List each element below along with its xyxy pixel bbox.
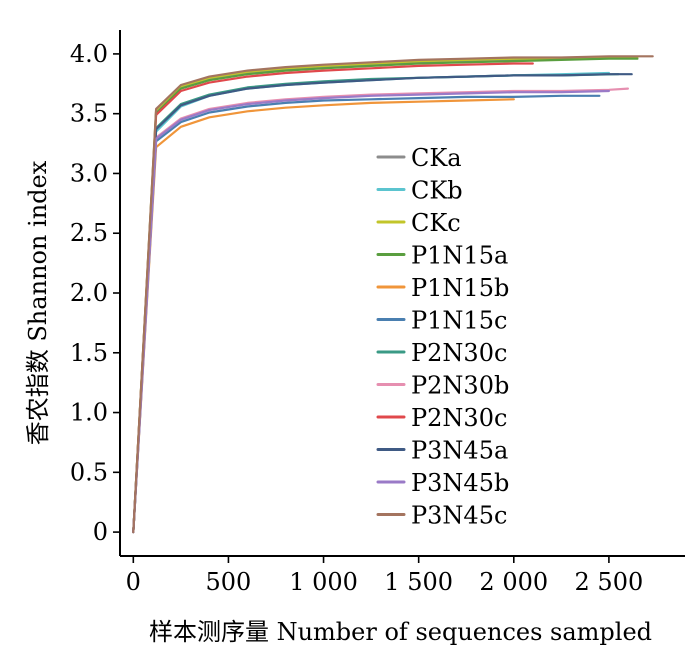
- legend-label: P1N15c: [411, 307, 507, 335]
- legend-label: CKc: [411, 209, 461, 237]
- legend-label: P2N30c: [411, 339, 507, 367]
- legend-label: P1N15b: [411, 274, 509, 302]
- series-line-ckc: [132, 56, 639, 534]
- y-tick-label: 0: [93, 518, 108, 546]
- axes: 0 0.5 1.0 1.5 2.0 2.5 3.0 3.5 4.0 0 500 1 000 1 500 2…: [70, 30, 685, 596]
- legend-label: CKb: [411, 177, 463, 205]
- series-line-p2n30b: [132, 87, 629, 534]
- y-tick-label: 0.5: [70, 458, 108, 486]
- legend-label: P2N30b: [411, 372, 509, 400]
- x-tick-label: 500: [206, 568, 252, 596]
- y-tick-label: 2.0: [70, 279, 108, 307]
- legend-label: P3N45a: [411, 437, 508, 465]
- legend-label: P1N15a: [411, 242, 508, 270]
- x-tick-label: 1 500: [384, 568, 453, 596]
- x-tick-label: 2 000: [479, 568, 548, 596]
- y-tick-label: 1.0: [70, 399, 108, 427]
- series-lines: [132, 55, 654, 534]
- y-axis-title: 香农指数 Shannon index: [24, 160, 52, 445]
- series-line-p3n45b: [132, 89, 610, 534]
- x-tick-label: 1 000: [289, 568, 358, 596]
- legend: CKa CKb CKc P1N15a P1N15b P1N15c P2N30c P2N30b P…: [376, 144, 509, 530]
- y-tick-label: 1.5: [70, 339, 108, 367]
- y-tick-label: 3.5: [70, 100, 108, 128]
- series-line-p1n15a: [132, 57, 639, 534]
- x-axis-title: 样本测序量 Number of sequences sampled: [149, 618, 652, 646]
- legend-label: P3N45c: [411, 502, 507, 530]
- y-tick-label: 3.0: [70, 159, 108, 187]
- series-line-p2n30c: [132, 62, 534, 534]
- legend-label: P2N30c: [411, 404, 507, 432]
- series-line-p3n45c: [132, 55, 654, 534]
- series-line-p1n15b: [132, 98, 515, 534]
- x-tick-label: 0: [126, 568, 141, 596]
- legend-label: CKa: [411, 144, 462, 172]
- legend-label: P3N45b: [411, 469, 509, 497]
- y-tick-label: 2.5: [70, 219, 108, 247]
- series-line-p2n30c: [132, 73, 620, 534]
- x-tick-label: 2 500: [575, 568, 644, 596]
- series-line-ckb: [132, 71, 610, 534]
- series-line-p3n45a: [132, 73, 633, 534]
- y-tick-label: 4.0: [70, 40, 108, 68]
- series-line-p1n15c: [132, 94, 601, 534]
